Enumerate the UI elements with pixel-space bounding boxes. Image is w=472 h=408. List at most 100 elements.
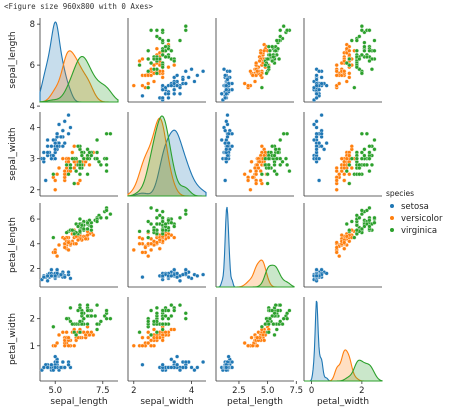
point-virginica bbox=[271, 322, 276, 327]
point-virginica bbox=[87, 150, 92, 155]
point-setosa bbox=[223, 95, 228, 100]
point-setosa bbox=[317, 156, 322, 161]
point-virginica bbox=[367, 156, 372, 161]
point-virginica bbox=[93, 313, 98, 319]
point-setosa bbox=[314, 77, 319, 82]
point-virginica bbox=[85, 220, 90, 225]
point-setosa bbox=[45, 150, 50, 155]
point-versicolor bbox=[337, 254, 342, 259]
point-setosa bbox=[175, 362, 180, 367]
point-virginica bbox=[344, 60, 349, 66]
x-tick-label: 2.5 bbox=[232, 386, 246, 396]
point-versicolor bbox=[149, 241, 154, 246]
point-setosa bbox=[314, 267, 319, 272]
point-setosa bbox=[195, 365, 200, 370]
point-virginica bbox=[347, 162, 352, 167]
point-setosa bbox=[60, 359, 65, 365]
point-virginica bbox=[287, 169, 292, 174]
y-tick-label: 2 bbox=[30, 315, 35, 325]
point-versicolor bbox=[62, 169, 67, 174]
point-versicolor bbox=[151, 327, 157, 332]
point-virginica bbox=[359, 24, 364, 29]
point-setosa bbox=[175, 83, 180, 88]
point-virginica bbox=[285, 311, 290, 316]
point-virginica bbox=[51, 235, 56, 240]
point-versicolor bbox=[55, 172, 60, 177]
point-virginica bbox=[354, 38, 359, 43]
point-virginica bbox=[265, 181, 270, 186]
point-versicolor bbox=[160, 338, 165, 343]
point-virginica bbox=[372, 137, 377, 143]
point-virginica bbox=[359, 208, 364, 213]
point-virginica bbox=[367, 58, 372, 64]
panel-sepal_length-vs-petal_width bbox=[303, 18, 382, 103]
point-versicolor bbox=[349, 144, 354, 149]
point-virginica bbox=[163, 313, 168, 319]
point-virginica bbox=[362, 44, 367, 49]
point-virginica bbox=[77, 216, 83, 222]
point-virginica bbox=[85, 322, 90, 327]
point-virginica bbox=[151, 228, 157, 233]
point-setosa bbox=[41, 150, 46, 155]
point-virginica bbox=[278, 156, 283, 161]
point-versicolor bbox=[154, 46, 159, 51]
point-virginica bbox=[66, 172, 71, 177]
point-versicolor bbox=[342, 69, 347, 74]
point-virginica bbox=[85, 303, 90, 308]
point-versicolor bbox=[140, 250, 145, 255]
point-virginica bbox=[362, 224, 367, 229]
point-virginica bbox=[177, 303, 183, 308]
point-setosa bbox=[227, 69, 232, 74]
point-setosa bbox=[319, 144, 324, 149]
point-versicolor bbox=[334, 245, 339, 250]
point-versicolor bbox=[255, 162, 260, 167]
point-versicolor bbox=[242, 172, 247, 177]
point-virginica bbox=[166, 316, 171, 321]
point-setosa bbox=[45, 144, 50, 149]
point-virginica bbox=[160, 65, 165, 70]
point-virginica bbox=[146, 48, 151, 53]
point-versicolor bbox=[74, 241, 79, 246]
point-setosa bbox=[201, 69, 206, 74]
point-setosa bbox=[66, 113, 71, 118]
point-versicolor bbox=[337, 172, 342, 177]
point-virginica bbox=[281, 316, 286, 321]
point-virginica bbox=[104, 162, 109, 167]
point-setosa bbox=[60, 144, 65, 149]
point-versicolor bbox=[151, 63, 157, 68]
point-versicolor bbox=[60, 330, 65, 335]
point-setosa bbox=[314, 125, 319, 130]
point-setosa bbox=[172, 359, 177, 365]
point-setosa bbox=[314, 119, 319, 124]
point-setosa bbox=[175, 73, 180, 78]
point-virginica bbox=[104, 156, 109, 161]
point-versicolor bbox=[85, 330, 90, 335]
point-virginica bbox=[75, 224, 81, 229]
point-virginica bbox=[154, 305, 159, 310]
point-virginica bbox=[94, 303, 100, 308]
point-virginica bbox=[267, 52, 272, 57]
point-virginica bbox=[160, 327, 165, 332]
point-versicolor bbox=[83, 236, 88, 241]
point-setosa bbox=[177, 278, 183, 283]
point-setosa bbox=[55, 359, 60, 365]
point-setosa bbox=[140, 275, 145, 280]
point-virginica bbox=[154, 231, 159, 236]
point-versicolor bbox=[250, 343, 255, 348]
point-virginica bbox=[274, 327, 279, 332]
point-virginica bbox=[347, 56, 352, 62]
point-versicolor bbox=[339, 169, 344, 174]
point-versicolor bbox=[254, 60, 259, 66]
point-virginica bbox=[285, 131, 290, 136]
point-versicolor bbox=[334, 169, 339, 174]
panel-sepal_width-vs-petal_width bbox=[303, 112, 382, 197]
point-virginica bbox=[154, 330, 159, 335]
point-virginica bbox=[354, 65, 359, 70]
point-virginica bbox=[157, 36, 162, 41]
point-virginica bbox=[278, 34, 283, 39]
point-virginica bbox=[352, 85, 357, 90]
point-virginica bbox=[163, 54, 168, 60]
point-virginica bbox=[154, 34, 159, 39]
point-virginica bbox=[166, 308, 171, 313]
